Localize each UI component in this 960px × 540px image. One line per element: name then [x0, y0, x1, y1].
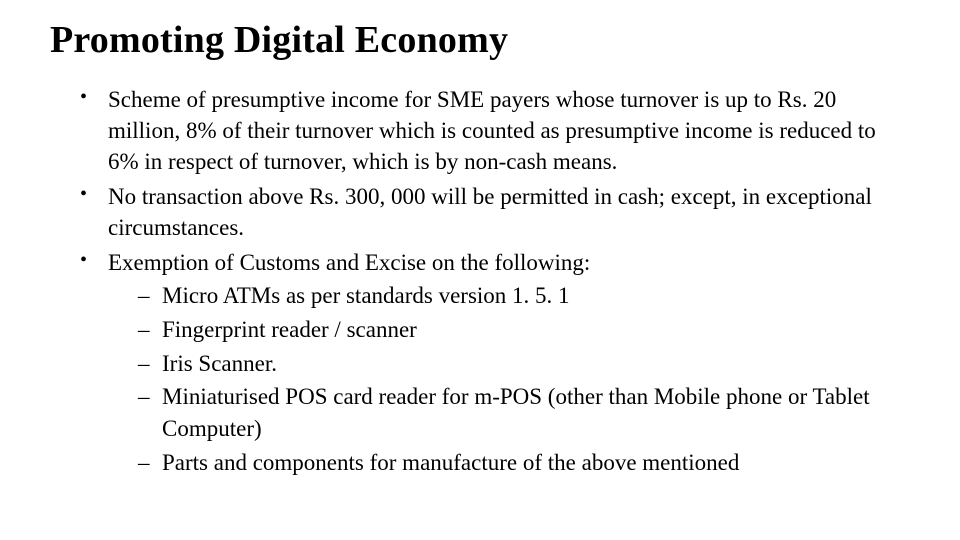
sub-bullet-list: Micro ATMs as per standards version 1. 5… — [108, 280, 910, 478]
bullet-item: Scheme of presumptive income for SME pay… — [80, 84, 910, 177]
sub-bullet-item: Miniaturised POS card reader for m-POS (… — [138, 381, 910, 444]
bullet-list: Scheme of presumptive income for SME pay… — [50, 84, 910, 479]
slide-container: Promoting Digital Economy Scheme of pres… — [0, 0, 960, 479]
bullet-item: Exemption of Customs and Excise on the f… — [80, 247, 910, 478]
slide-title: Promoting Digital Economy — [50, 18, 910, 62]
bullet-item: No transaction above Rs. 300, 000 will b… — [80, 181, 910, 243]
sub-bullet-item: Micro ATMs as per standards version 1. 5… — [138, 280, 910, 312]
sub-bullet-item: Iris Scanner. — [138, 348, 910, 380]
bullet-text: Exemption of Customs and Excise on the f… — [108, 250, 590, 275]
sub-bullet-item: Parts and components for manufacture of … — [138, 447, 910, 479]
sub-bullet-item: Fingerprint reader / scanner — [138, 314, 910, 346]
